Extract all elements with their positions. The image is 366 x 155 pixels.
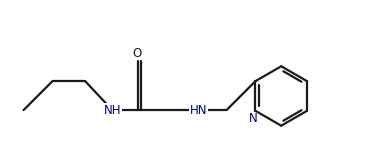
Text: O: O — [132, 47, 142, 60]
Text: HN: HN — [190, 104, 207, 117]
Text: NH: NH — [104, 104, 122, 117]
Text: N: N — [249, 112, 258, 125]
